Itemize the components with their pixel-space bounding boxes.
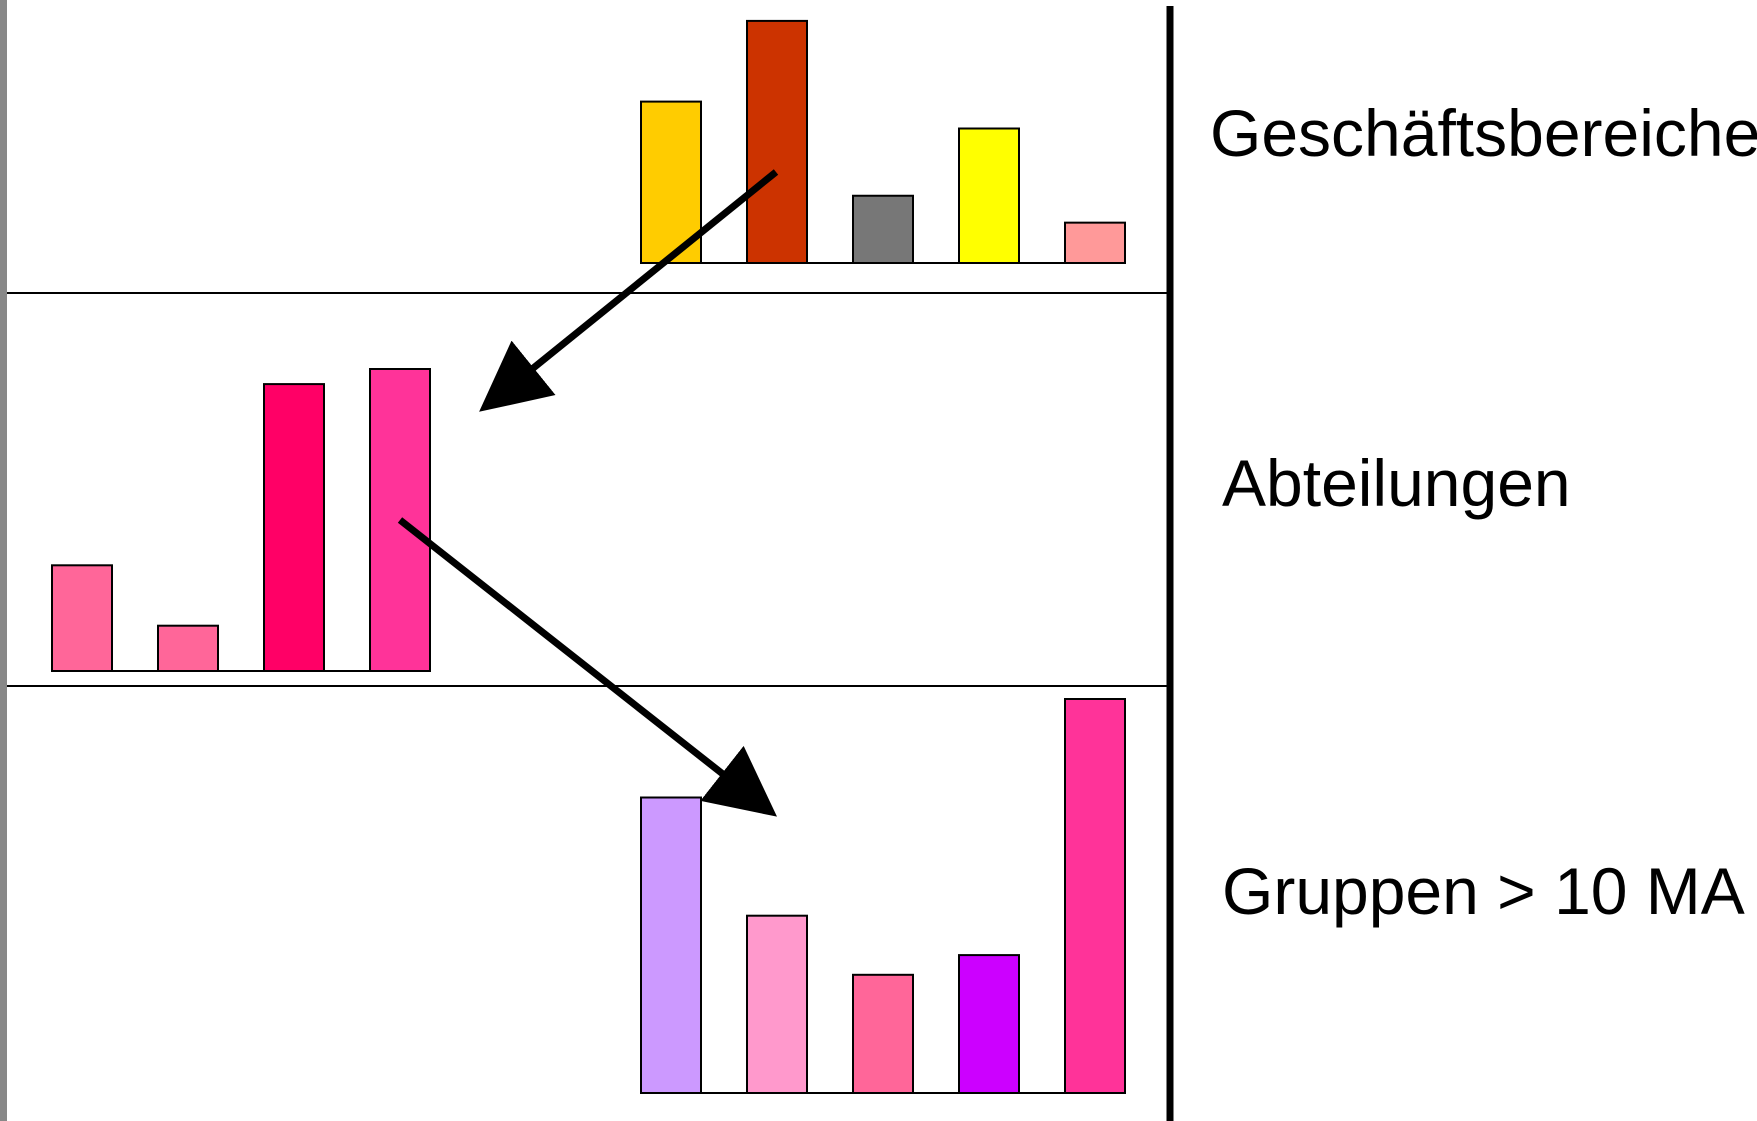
geschaeftsbereiche-bar-1 <box>640 100 702 264</box>
abteilungen-bar-2 <box>157 624 219 673</box>
abteilungen-bar-3 <box>263 383 325 672</box>
geschaeftsbereiche-bar-4 <box>958 127 1020 264</box>
band-label-gruppen: Gruppen > 10 MA <box>1222 854 1745 928</box>
left-border <box>0 0 7 1121</box>
geschaeftsbereiche-bar-2 <box>746 19 808 265</box>
geschaeftsbereiche-bar-3 <box>852 194 914 264</box>
gruppen-bar-2 <box>746 914 808 1095</box>
band-label-abteilungen: Abteilungen <box>1222 446 1571 520</box>
gruppen-bar-1 <box>640 796 702 1094</box>
arrow-geschaeftsbereiche-to-abteilungen <box>479 169 779 412</box>
gruppen-bar-4 <box>958 954 1020 1094</box>
geschaeftsbereiche-bar-5 <box>1064 221 1126 264</box>
abteilungen-bar-1 <box>51 564 113 672</box>
band-label-geschaeftsbereiche: Geschäftsbereiche <box>1210 96 1757 170</box>
bars-layer <box>51 19 1126 1095</box>
arrow-abteilungen-to-gruppen <box>397 517 778 817</box>
gruppen-bar-5 <box>1064 698 1126 1094</box>
gruppen-bar-3 <box>852 973 914 1094</box>
